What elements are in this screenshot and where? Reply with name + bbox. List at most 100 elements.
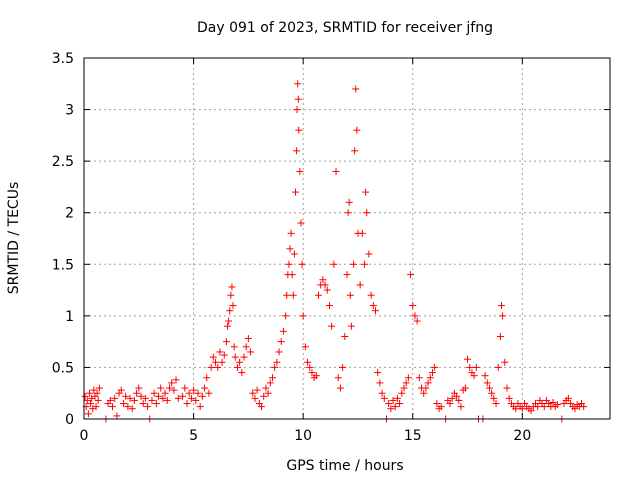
data-point [296, 167, 304, 175]
data-point [518, 405, 526, 413]
data-point [224, 322, 232, 330]
data-point [157, 384, 165, 392]
data-point [571, 405, 579, 413]
data-point [501, 358, 509, 366]
data-point [371, 307, 379, 315]
data-point [361, 260, 369, 268]
data-point [242, 343, 250, 351]
data-point [330, 260, 338, 268]
data-point [133, 389, 141, 397]
data-point [247, 348, 255, 356]
data-point [380, 394, 388, 402]
data-point [192, 396, 200, 404]
data-point [369, 302, 377, 310]
data-point [389, 396, 397, 404]
data-point [387, 405, 395, 413]
data-point [187, 394, 195, 402]
data-point [264, 389, 272, 397]
data-point [306, 363, 314, 371]
data-point [87, 400, 95, 408]
data-point [580, 403, 588, 411]
data-point [83, 396, 91, 404]
data-point [291, 188, 299, 196]
data-point [332, 167, 340, 175]
data-point [286, 245, 294, 253]
data-point [81, 392, 89, 400]
data-point [198, 392, 206, 400]
data-point [230, 343, 238, 351]
data-point [113, 412, 121, 420]
data-point [94, 396, 102, 404]
data-point [214, 363, 222, 371]
data-point [233, 363, 241, 371]
data-point [135, 384, 143, 392]
data-point [315, 291, 323, 299]
data-point [505, 394, 513, 402]
data-point [212, 358, 219, 366]
data-point [391, 403, 399, 411]
data-point [400, 384, 408, 392]
data-point [124, 403, 132, 411]
data-point [163, 396, 171, 404]
data-point [183, 400, 191, 408]
data-point [496, 332, 504, 340]
data-point [161, 389, 169, 397]
data-point [398, 389, 406, 397]
data-point [345, 198, 353, 206]
data-point [240, 353, 248, 361]
data-point [148, 396, 156, 404]
data-point [168, 379, 176, 387]
data-point [251, 394, 259, 402]
data-point [356, 281, 364, 289]
data-point [295, 126, 303, 134]
data-point [139, 400, 147, 408]
data-point [294, 80, 302, 88]
data-point [334, 374, 342, 382]
data-point [258, 403, 266, 411]
data-point [308, 369, 316, 377]
data-point [271, 363, 279, 371]
data-point [201, 384, 209, 392]
data-point [222, 338, 230, 346]
data-point [437, 403, 445, 411]
data-point [220, 351, 228, 359]
data-point [150, 389, 158, 397]
data-point [431, 363, 439, 371]
data-point [344, 209, 352, 217]
data-point [351, 147, 359, 155]
data-point [273, 358, 281, 366]
data-point [155, 392, 163, 400]
data-point [490, 394, 498, 402]
data-point [325, 302, 333, 310]
data-point [362, 188, 370, 196]
data-point [455, 396, 463, 404]
data-point [527, 407, 535, 415]
data-point [304, 358, 312, 366]
data-point [512, 405, 520, 413]
data-point [141, 394, 149, 402]
data-point [93, 389, 101, 397]
data-point [108, 403, 116, 411]
data-point [84, 410, 92, 418]
y-tick-label: 1.5 [52, 257, 74, 273]
data-point [420, 389, 428, 397]
data-point [106, 396, 114, 404]
data-point [411, 312, 419, 320]
data-point [358, 229, 366, 237]
data-point [159, 394, 167, 402]
data-point [144, 403, 152, 411]
data-point [90, 386, 98, 394]
data-point [137, 392, 145, 400]
y-tick-label: 2.5 [52, 154, 74, 170]
data-point [485, 384, 493, 392]
data-point [396, 400, 404, 408]
data-point [393, 394, 401, 402]
data-point [228, 283, 236, 291]
data-point [424, 379, 432, 387]
data-point [488, 389, 496, 397]
x-tick-label: 15 [404, 428, 422, 444]
data-point [111, 394, 119, 402]
data-point [293, 106, 301, 114]
x-axis-label: GPS time / hours [286, 458, 403, 474]
data-points [81, 80, 588, 423]
